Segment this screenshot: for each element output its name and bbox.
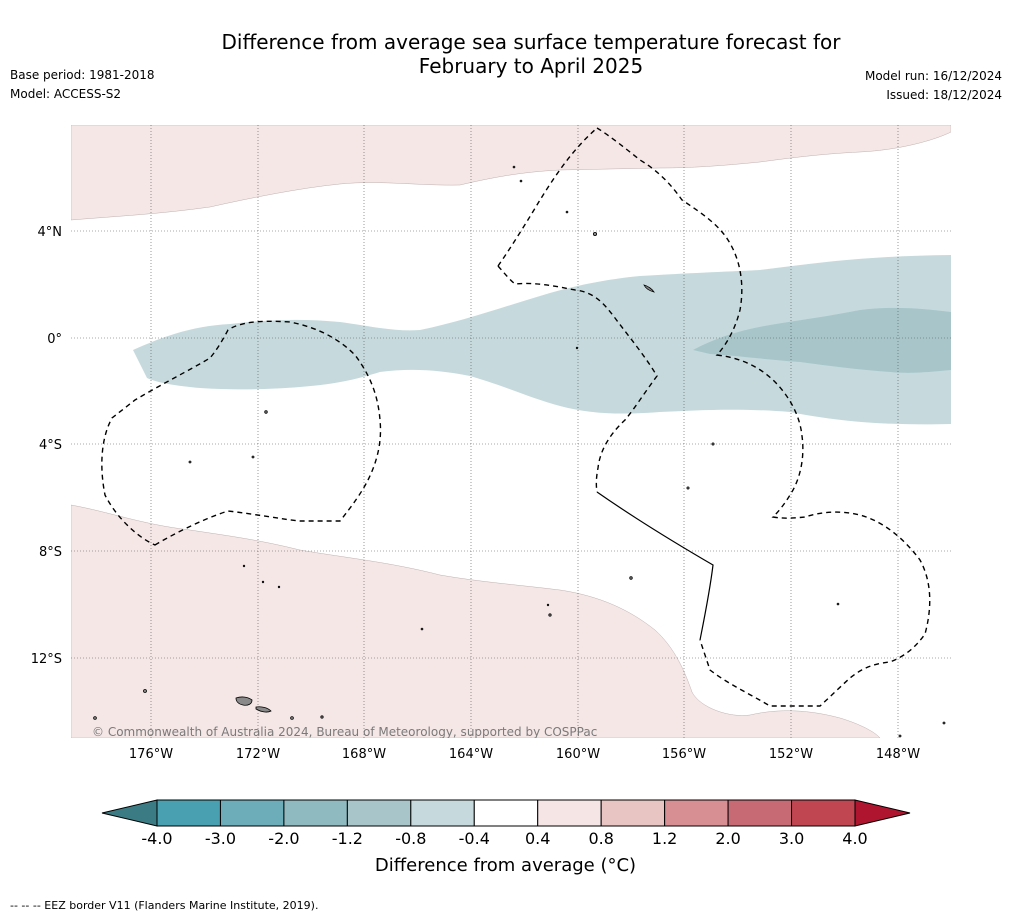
colorbar-segment	[600, 799, 666, 827]
island-small	[261, 580, 265, 584]
eez-borders	[101, 127, 931, 707]
colorbar: -4.0 -3.0 -2.0 -1.2 -0.8 -0.4 0.4 0.8 1.2 2.0 3.0 4…	[101, 799, 911, 848]
island-small	[836, 602, 840, 606]
island-baker	[643, 284, 655, 293]
island-small	[686, 486, 690, 490]
lat-label-0: 0°	[47, 332, 62, 347]
solid-boundary-segment	[596, 491, 714, 641]
model-run-text: Model run: 16/12/2024	[864, 69, 1002, 83]
island-small	[942, 721, 946, 725]
island-small	[548, 613, 552, 617]
island-small	[320, 715, 324, 719]
island-small	[546, 603, 550, 607]
latitude-labels: 4°N 0° 4°S 8°S 12°S	[31, 225, 62, 667]
island-small	[93, 716, 97, 720]
colorbar-segments	[156, 799, 856, 827]
island-small	[629, 576, 633, 580]
eez-border-kiribati-line	[596, 127, 931, 707]
island-small	[420, 627, 424, 631]
lat-label-8s: 8°S	[39, 545, 62, 560]
colorbar-segment	[346, 799, 412, 827]
colorbar-tick-label: 3.0	[779, 829, 804, 848]
islands	[93, 165, 946, 738]
lat-label-4s: 4°S	[39, 438, 62, 453]
cool-anomaly-band-light	[133, 255, 951, 425]
colorbar-segment	[283, 799, 348, 827]
island-samoa-savaii	[255, 706, 272, 713]
colorbar-segment	[473, 799, 539, 827]
lon-label-152w: 152°W	[769, 747, 813, 762]
eez-border-tokelau-cook	[497, 127, 658, 493]
lon-label-156w: 156°W	[662, 747, 706, 762]
colorbar-segment	[727, 799, 793, 827]
island-small	[565, 210, 569, 214]
lat-label-12s: 12°S	[31, 652, 62, 667]
colorbar-extend-high	[854, 799, 911, 827]
island-small	[898, 734, 902, 738]
warm-anomaly-region-south	[71, 504, 881, 738]
eez-border-kiribati-phoenix	[101, 320, 382, 546]
base-period-text: Base period: 1981-2018	[10, 68, 155, 82]
colorbar-tick-label: 0.4	[525, 829, 550, 848]
title-line-2: February to April 2025	[418, 54, 644, 78]
island-small	[575, 346, 579, 350]
colorbar-segment	[219, 799, 285, 827]
island-small	[512, 165, 516, 169]
meta-left: Base period: 1981-2018 Model: ACCESS-S2	[10, 66, 155, 104]
colorbar-tick-label: 4.0	[842, 829, 867, 848]
colorbar-segment	[410, 799, 475, 827]
colorbar-tick-label: 2.0	[715, 829, 740, 848]
colorbar-segment	[664, 799, 729, 827]
island-small	[143, 689, 147, 693]
lon-label-176w: 176°W	[129, 747, 173, 762]
issued-text: Issued: 18/12/2024	[886, 88, 1002, 102]
longitude-labels: 176°W 172°W 168°W 164°W 160°W 156°W 152°…	[129, 747, 920, 762]
colorbar-tick-labels: -4.0 -3.0 -2.0 -1.2 -0.8 -0.4 0.4 0.8 1.2 2.0 3.0 4…	[141, 829, 867, 848]
cool-anomaly-band-darker	[693, 307, 951, 373]
island-small	[290, 716, 294, 720]
colorbar-tick-label: -2.0	[268, 829, 299, 848]
eez-legend-text: -- -- -- EEZ border V11 (Flanders Marine…	[10, 899, 319, 912]
island-small	[251, 455, 255, 459]
colorbar-tick-label: -0.8	[395, 829, 426, 848]
model-text: Model: ACCESS-S2	[10, 87, 122, 101]
island-small	[264, 410, 268, 414]
colorbar-tick-label: -3.0	[205, 829, 236, 848]
island-small	[593, 231, 598, 236]
lon-label-148w: 148°W	[876, 747, 920, 762]
colorbar-tick-label: 0.8	[588, 829, 613, 848]
island-small	[277, 585, 281, 589]
lon-label-168w: 168°W	[342, 747, 386, 762]
island-small	[711, 442, 715, 446]
island-small	[519, 179, 523, 183]
colorbar-segment	[791, 799, 856, 827]
lon-label-172w: 172°W	[236, 747, 280, 762]
lon-label-160w: 160°W	[556, 747, 600, 762]
colorbar-tick-label: 1.2	[652, 829, 677, 848]
colorbar-segment	[156, 799, 221, 827]
island-samoa-upolu	[235, 696, 253, 706]
colorbar-extend-low	[101, 799, 158, 827]
colorbar-tick-label: -0.4	[459, 829, 490, 848]
lat-label-4n: 4°N	[38, 225, 63, 240]
island-small	[242, 564, 246, 568]
colorbar-tick-label: -4.0	[141, 829, 172, 848]
copyright-text: © Commonwealth of Australia 2024, Bureau…	[92, 725, 597, 739]
colorbar-segment	[537, 799, 602, 827]
map-area: © Commonwealth of Australia 2024, Bureau…	[71, 125, 951, 739]
island-small	[188, 460, 192, 464]
chart-title: Difference from average sea surface temp…	[0, 30, 1011, 78]
graticule	[71, 125, 951, 738]
colorbar-tick-label: -1.2	[332, 829, 363, 848]
lon-label-164w: 164°W	[449, 747, 493, 762]
title-line-1: Difference from average sea surface temp…	[221, 30, 841, 54]
warm-anomaly-region-north	[71, 125, 951, 221]
meta-right: Model run: 16/12/2024 Issued: 18/12/2024	[865, 67, 1002, 105]
colorbar-title: Difference from average (°C)	[374, 855, 637, 876]
